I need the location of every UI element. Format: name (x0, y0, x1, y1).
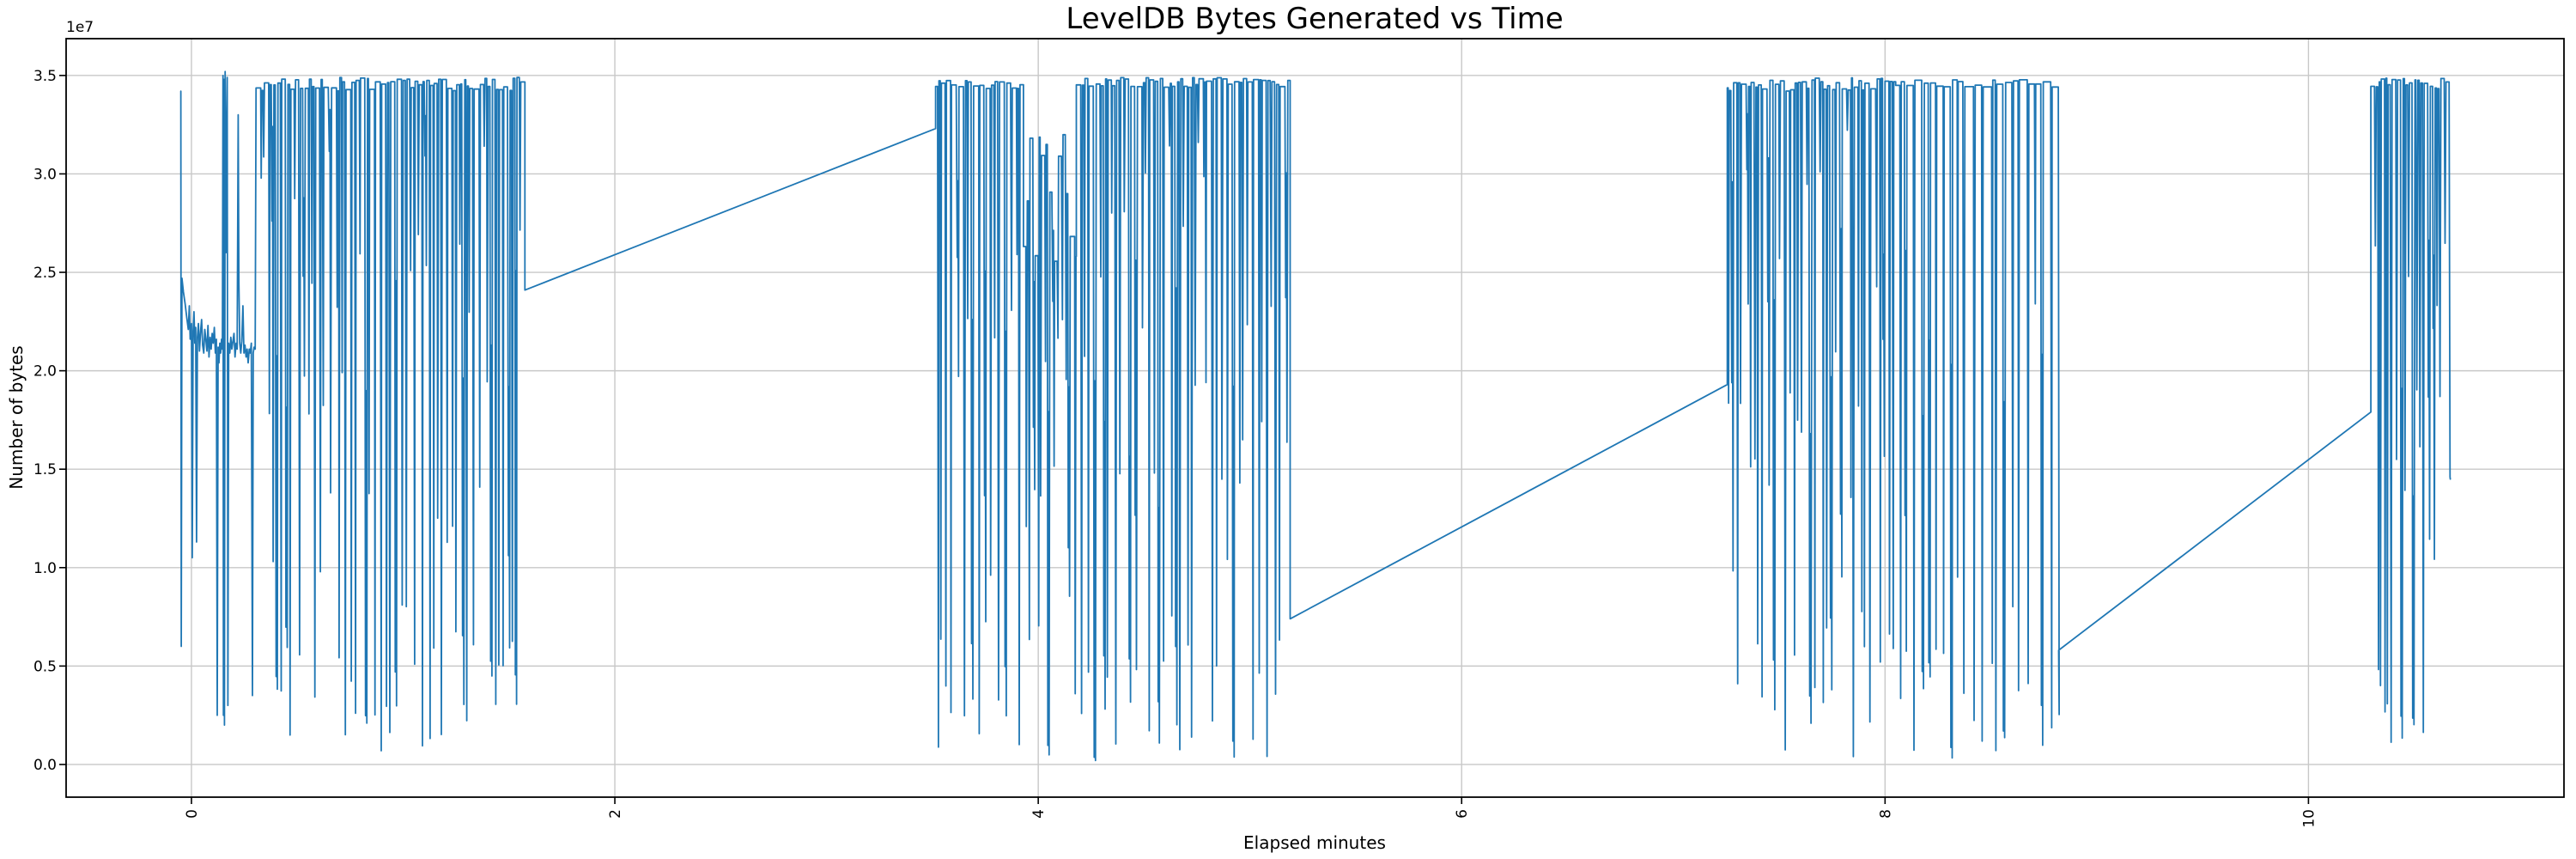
y-tick-label: 1.0 (33, 560, 57, 577)
x-tick-label: 6 (1454, 809, 1471, 819)
x-tick-label: 10 (2300, 809, 2318, 828)
tick-marks (59, 75, 2310, 804)
y-tick-label: 2.5 (33, 265, 57, 282)
tick-labels: 0 2 4 6 8 10 0.0 0.5 1.0 1.5 2.0 2.5 3.0 3.5 (33, 68, 2318, 828)
y-axis-label: Number of bytes (6, 345, 27, 489)
y-tick-label: 1.5 (33, 461, 57, 478)
x-tick-label: 2 (607, 809, 624, 819)
x-axis-label: Elapsed minutes (1243, 832, 1386, 853)
y-tick-label: 2.0 (33, 363, 57, 381)
y-tick-label: 0.0 (33, 757, 57, 774)
data-line-series (179, 70, 2451, 762)
y-axis-offset-text: 1e7 (66, 19, 94, 36)
plot-generated-layer: 0 2 4 6 8 10 0.0 0.5 1.0 1.5 2.0 2.5 3.0 3.5 (33, 38, 2565, 828)
x-tick-label: 0 (184, 809, 201, 819)
x-tick-label: 8 (1877, 809, 1894, 819)
y-tick-label: 3.5 (33, 68, 57, 85)
axes-spines (65, 38, 2565, 798)
y-tick-label: 3.0 (33, 166, 57, 183)
x-tick-label: 4 (1030, 809, 1048, 819)
y-tick-label: 0.5 (33, 658, 57, 675)
chart-title: LevelDB Bytes Generated vs Time (1066, 2, 1563, 36)
grid-lines (66, 39, 2564, 797)
